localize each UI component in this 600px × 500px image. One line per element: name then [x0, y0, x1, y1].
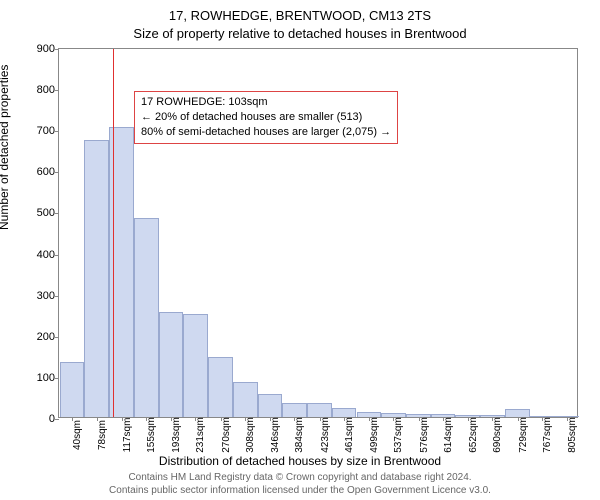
chart-title-line2: Size of property relative to detached ho… — [0, 26, 600, 41]
x-axis-label: Distribution of detached houses by size … — [0, 454, 600, 468]
x-tick-mark — [122, 417, 123, 421]
plot-area: 17 ROWHEDGE: 103sqm ← 20% of detached ho… — [58, 48, 578, 418]
x-tick-label: 308sqm — [245, 417, 256, 453]
y-tick-mark — [55, 131, 59, 132]
x-tick-mark — [419, 417, 420, 421]
histogram-bar — [233, 382, 258, 417]
y-tick-mark — [55, 337, 59, 338]
x-tick-label: 346sqm — [270, 417, 281, 453]
x-tick-label: 805sqm — [567, 417, 578, 453]
x-tick-label: 576sqm — [419, 417, 430, 453]
y-tick-mark — [55, 172, 59, 173]
x-tick-label: 614sqm — [443, 417, 454, 453]
histogram-bar — [84, 140, 109, 418]
x-tick-mark — [146, 417, 147, 421]
y-tick-label: 600 — [37, 166, 55, 178]
attribution-line2: Contains public sector information licen… — [0, 485, 600, 498]
x-tick-label: 729sqm — [518, 417, 529, 453]
chart-container: 17, ROWHEDGE, BRENTWOOD, CM13 2TS Size o… — [0, 0, 600, 500]
attribution-line1: Contains HM Land Registry data © Crown c… — [0, 472, 600, 485]
x-tick-mark — [369, 417, 370, 421]
x-tick-mark — [344, 417, 345, 421]
histogram-bar — [554, 416, 579, 417]
y-tick-label: 800 — [37, 84, 55, 96]
histogram-bar — [183, 314, 208, 417]
y-tick-mark — [55, 90, 59, 91]
x-tick-mark — [221, 417, 222, 421]
histogram-bar — [455, 415, 480, 417]
y-tick-mark — [55, 419, 59, 420]
x-tick-mark — [195, 417, 196, 421]
y-tick-mark — [55, 255, 59, 256]
histogram-bar — [134, 218, 159, 417]
histogram-bar — [159, 312, 184, 417]
info-line1: 17 ROWHEDGE: 103sqm — [141, 95, 391, 110]
x-tick-label: 423sqm — [320, 417, 331, 453]
y-axis-label: Number of detached properties — [0, 65, 11, 230]
x-tick-mark — [567, 417, 568, 421]
histogram-bar — [406, 414, 431, 417]
info-box: 17 ROWHEDGE: 103sqm ← 20% of detached ho… — [134, 91, 398, 144]
y-tick-mark — [55, 296, 59, 297]
x-tick-label: 652sqm — [468, 417, 479, 453]
histogram-bar — [357, 412, 382, 417]
x-tick-label: 384sqm — [294, 417, 305, 453]
histogram-bar — [282, 403, 307, 417]
chart-title-line1: 17, ROWHEDGE, BRENTWOOD, CM13 2TS — [0, 8, 600, 23]
x-tick-label: 40sqm — [72, 420, 83, 450]
x-tick-label: 193sqm — [171, 417, 182, 453]
x-tick-label: 767sqm — [542, 417, 553, 453]
histogram-bar — [208, 357, 233, 417]
y-tick-label: 100 — [37, 372, 55, 384]
x-tick-label: 117sqm — [122, 418, 133, 453]
marker-line — [113, 49, 114, 417]
histogram-bar — [480, 415, 505, 417]
x-tick-mark — [492, 417, 493, 421]
histogram-bar — [307, 403, 332, 417]
attribution: Contains HM Land Registry data © Crown c… — [0, 472, 600, 497]
y-tick-label: 900 — [37, 43, 55, 55]
x-tick-label: 537sqm — [393, 417, 404, 453]
y-tick-label: 200 — [37, 331, 55, 343]
y-tick-label: 500 — [37, 207, 55, 219]
x-tick-label: 499sqm — [369, 417, 380, 453]
x-tick-label: 270sqm — [221, 417, 232, 453]
x-tick-mark — [468, 417, 469, 421]
y-tick-mark — [55, 213, 59, 214]
info-line3: 80% of semi-detached houses are larger (… — [141, 125, 391, 140]
x-tick-label: 231sqm — [195, 417, 206, 453]
x-tick-label: 690sqm — [492, 417, 503, 453]
info-line2: ← 20% of detached houses are smaller (51… — [141, 110, 391, 125]
histogram-bar — [431, 414, 456, 417]
histogram-bar — [381, 413, 406, 417]
x-tick-mark — [518, 417, 519, 421]
histogram-bar — [258, 394, 283, 417]
y-tick-mark — [55, 49, 59, 50]
x-tick-mark — [294, 417, 295, 421]
y-tick-label: 300 — [37, 290, 55, 302]
histogram-bar — [530, 416, 555, 417]
x-tick-mark — [320, 417, 321, 421]
x-tick-mark — [97, 417, 98, 421]
x-tick-mark — [72, 417, 73, 421]
x-tick-mark — [245, 417, 246, 421]
x-tick-mark — [443, 417, 444, 421]
y-tick-mark — [55, 378, 59, 379]
x-tick-label: 155sqm — [146, 417, 157, 453]
histogram-bar — [505, 409, 530, 417]
y-tick-label: 700 — [37, 125, 55, 137]
x-tick-mark — [393, 417, 394, 421]
x-tick-label: 78sqm — [97, 420, 108, 450]
x-tick-mark — [171, 417, 172, 421]
x-tick-label: 461sqm — [344, 417, 355, 453]
histogram-bar — [332, 408, 357, 417]
x-tick-mark — [542, 417, 543, 421]
y-tick-label: 400 — [37, 249, 55, 261]
x-tick-mark — [270, 417, 271, 421]
histogram-bar — [60, 362, 85, 418]
